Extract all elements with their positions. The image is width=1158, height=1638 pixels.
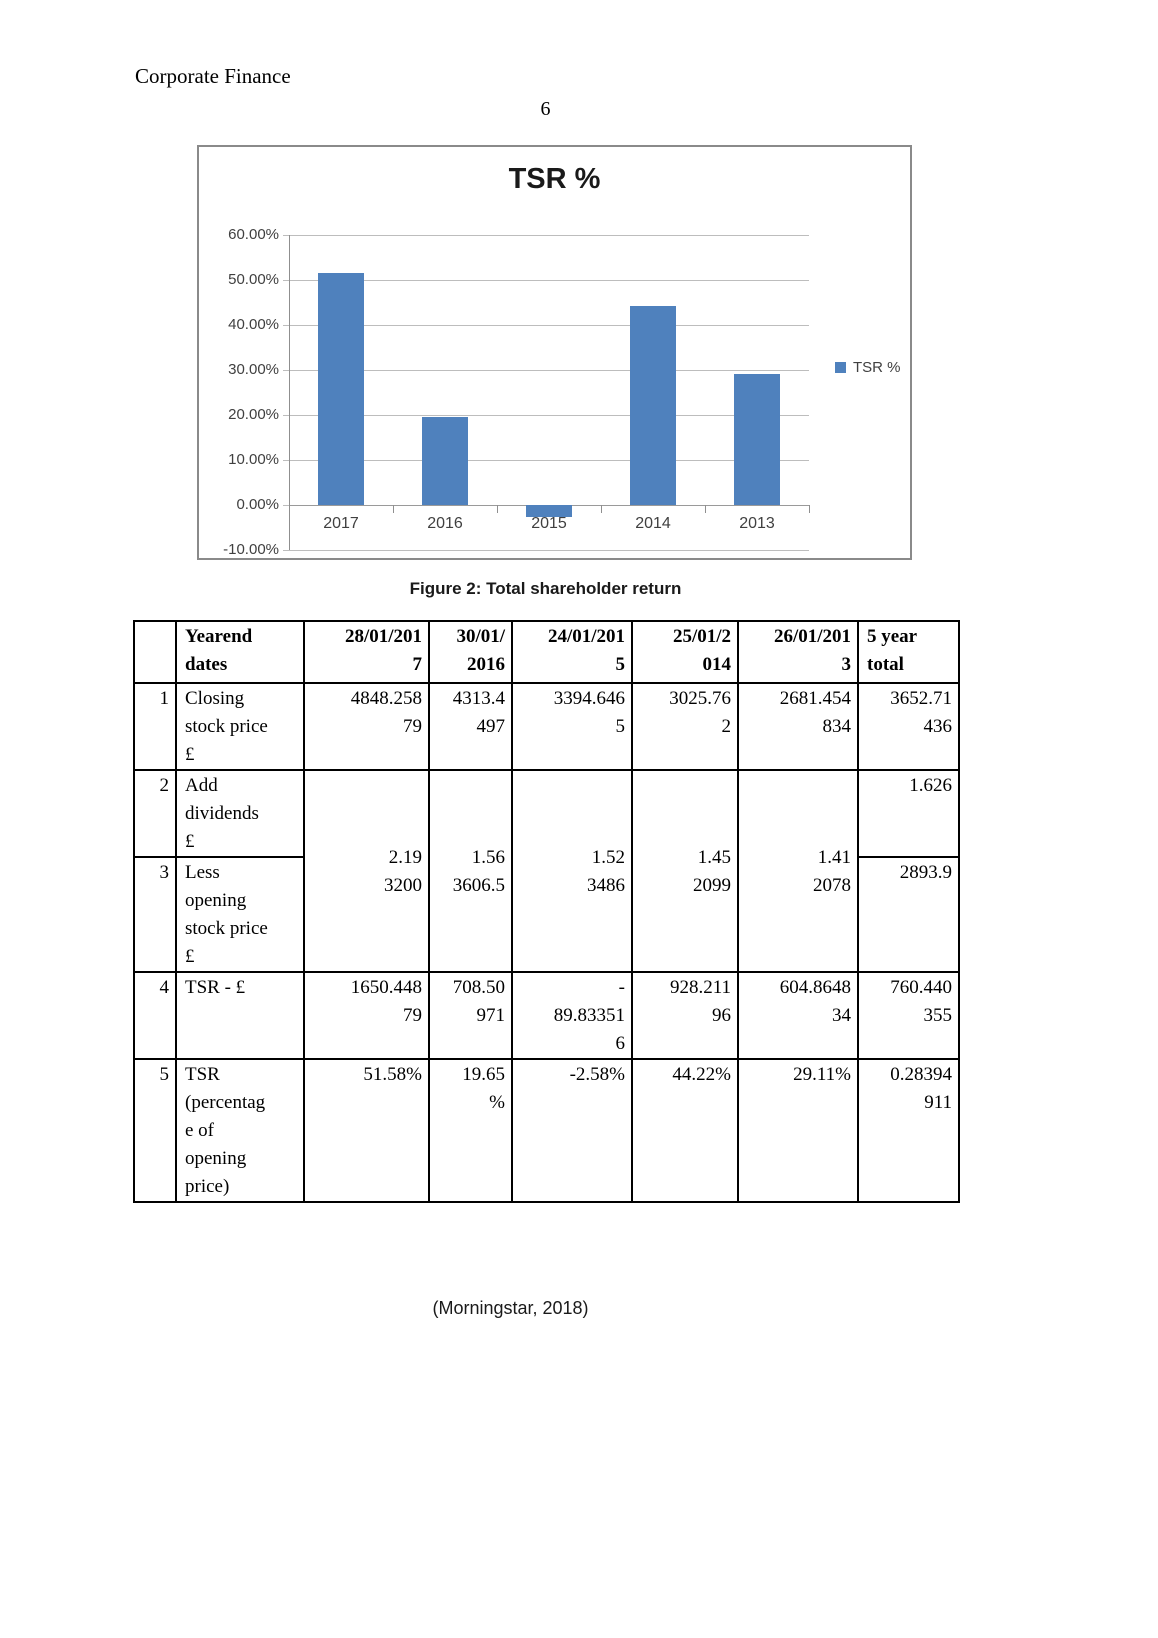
citation: (Morningstar, 2018) [432, 1298, 589, 1318]
table-cell: 5 [133, 1058, 177, 1203]
table-cell: 928.211 96 [631, 971, 739, 1060]
table-cell: TSR - £ [175, 971, 305, 1060]
table-cell: 1.41 2078 [737, 769, 859, 973]
table-cell: Less opening stock price £ [175, 856, 305, 973]
table-header-cell: 5 year total [857, 620, 960, 684]
gridline [283, 280, 809, 281]
table-cell: 1650.448 79 [303, 971, 430, 1060]
table-cell: 4 [133, 971, 177, 1060]
y-axis-label: 10.00% [228, 451, 279, 468]
table-header-cell: 24/01/201 5 [511, 620, 633, 684]
table-header-cell: 26/01/201 3 [737, 620, 859, 684]
table-row: 1 Closing stock price £4848.258 79 4313.4 … [133, 682, 960, 771]
table-row: 5 TSR (percentag e of opening price) 51.58… [133, 1058, 960, 1203]
x-axis-label: 2015 [531, 515, 567, 532]
x-axis-label: 2014 [635, 515, 671, 532]
bar-2016 [422, 416, 468, 505]
y-axis-label: -10.00% [223, 541, 279, 558]
x-axis-label: 2016 [427, 515, 463, 532]
x-axis-tick [289, 505, 290, 513]
bar-2015 [526, 505, 572, 517]
y-axis-label: 20.00% [228, 406, 279, 423]
legend-swatch-icon [835, 362, 846, 373]
table-header-cell: 28/01/201 7 [303, 620, 430, 684]
x-axis-label: 2013 [739, 515, 775, 532]
table-cell: - 89.83351 6 [511, 971, 633, 1060]
bar-2013 [734, 374, 780, 505]
tsr-data-table: Yearend dates 28/01/201 7 30/01/ 2016 24/01… [133, 620, 960, 1203]
y-axis-label: 0.00% [236, 496, 279, 513]
table-header-cell [133, 620, 177, 684]
table-cell: 2681.454 834 [737, 682, 859, 771]
tsr-bar-chart: TSR % 60.00% 50.00% 40.00% 30.00% 20.00% 10.00… [197, 145, 912, 560]
x-axis-tick [705, 505, 706, 513]
legend-label: TSR % [853, 359, 901, 376]
gridline [283, 550, 809, 551]
x-axis-tick [497, 505, 498, 513]
table-body: 1 Closing stock price £4848.258 79 4313.4 … [133, 682, 960, 1203]
x-axis-tick [809, 505, 810, 513]
table-header-cell: 25/01/2 014 [631, 620, 739, 684]
table-cell: 51.58% [303, 1058, 430, 1203]
table-cell: 44.22% [631, 1058, 739, 1203]
table-cell: 3025.76 2 [631, 682, 739, 771]
x-axis-tick [601, 505, 602, 513]
table-cell: 4313.4 497 [428, 682, 513, 771]
x-axis-label: 2017 [323, 515, 359, 532]
table-header-row: Yearend dates 28/01/201 7 30/01/ 2016 24/01… [133, 620, 960, 684]
gridline [283, 235, 809, 236]
table-cell: 1.56 3606.5 [428, 769, 513, 973]
table-cell: 760.440 355 [857, 971, 960, 1060]
gridline [283, 370, 809, 371]
x-axis-tick [393, 505, 394, 513]
table-cell: 1.45 2099 [631, 769, 739, 973]
table-cell: -2.58% [511, 1058, 633, 1203]
chart-title: TSR % [508, 163, 601, 195]
table-cell: Add dividends £ [175, 769, 305, 858]
y-axis-line [289, 235, 290, 550]
gridline [283, 460, 809, 461]
table-cell: 3394.646 5 [511, 682, 633, 771]
table-cell: 1 [133, 682, 177, 771]
document-header-title: Corporate Finance [135, 64, 291, 88]
table-row: 4 TSR - £1650.448 79 708.50 971- 89.83351 … [133, 971, 960, 1060]
table-cell: 29.11% [737, 1058, 859, 1203]
table-cell: 708.50 971 [428, 971, 513, 1060]
table-cell: 4848.258 79 [303, 682, 430, 771]
table-header-cell: Yearend dates [175, 620, 305, 684]
table-header-cell: 30/01/ 2016 [428, 620, 513, 684]
table-cell: 2.19 3200 [303, 769, 430, 973]
table-cell: 1.52 3486 [511, 769, 633, 973]
page-number: 6 [540, 98, 551, 120]
chart-legend: TSR % [835, 359, 901, 376]
y-axis-label: 30.00% [228, 361, 279, 378]
table-cell: 0.28394 911 [857, 1058, 960, 1203]
table-row: 3 Less opening stock price £ 2893.9 [133, 856, 960, 973]
table-cell: 3 [133, 856, 177, 973]
table-cell: 2893.9 [857, 856, 960, 973]
gridline [283, 415, 809, 416]
y-axis-label: 60.00% [228, 226, 279, 243]
table-cell: 604.8648 34 [737, 971, 859, 1060]
table-head: Yearend dates 28/01/201 7 30/01/ 2016 24/01… [133, 620, 960, 684]
y-axis-label: 50.00% [228, 271, 279, 288]
table-cell: 19.65 % [428, 1058, 513, 1203]
table-cell: 3652.71 436 [857, 682, 960, 771]
table-row: 2 Add dividends £2.19 3200 1.56 3606.5 1.52… [133, 769, 960, 973]
table-cell: TSR (percentag e of opening price) [175, 1058, 305, 1203]
figure-caption: Figure 2: Total shareholder return [409, 579, 682, 598]
bar-2017 [318, 272, 364, 505]
table-cell: 2 [133, 769, 177, 858]
table-cell: Closing stock price £ [175, 682, 305, 771]
table-cell: 1.626 [857, 769, 960, 858]
y-axis-label: 40.00% [228, 316, 279, 333]
bar-2014 [630, 306, 676, 505]
gridline [283, 325, 809, 326]
